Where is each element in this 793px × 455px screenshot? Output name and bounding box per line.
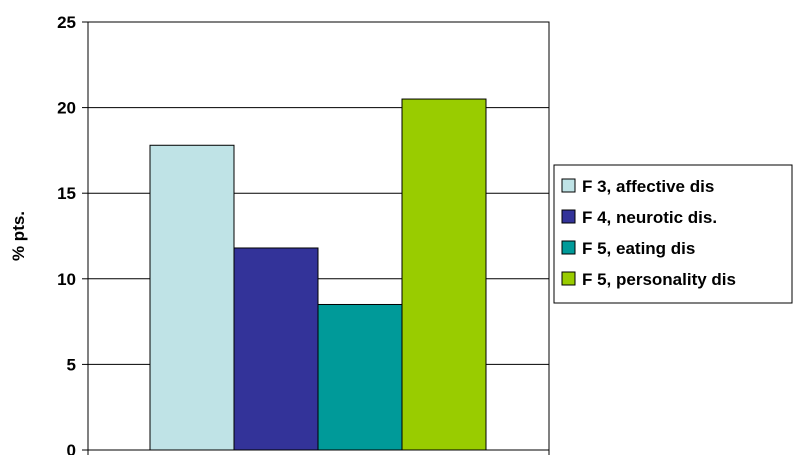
- bar-series-2: [233, 247, 319, 451]
- bar-series-4: [401, 98, 487, 451]
- legend-swatch-1: [561, 178, 576, 193]
- legend-swatch-2: [561, 209, 576, 224]
- legend-label-3: F 5, eating dis: [582, 239, 695, 258]
- bars: [149, 98, 487, 451]
- y-tick-label-25: 25: [57, 13, 76, 32]
- plot-area-frame: [87, 21, 550, 451]
- y-tick-label-10: 10: [57, 270, 76, 289]
- y-axis-title: % pts.: [9, 211, 28, 261]
- y-tick-label-0: 0: [67, 441, 76, 455]
- legend-swatch-3: [561, 240, 576, 255]
- y-tick-label-5: 5: [67, 355, 76, 374]
- y-tick-label-15: 15: [57, 184, 76, 203]
- y-tick-label-20: 20: [57, 99, 76, 118]
- bar-series-1: [149, 144, 235, 451]
- legend-label-1: F 3, affective dis: [582, 177, 714, 196]
- legend-label-2: F 4, neurotic dis.: [582, 208, 717, 227]
- y-axis-ticks: 0 5 10 15 20 25: [57, 13, 550, 455]
- legend-frame: [553, 164, 793, 304]
- legend: F 3, affective dis F 4, neurotic dis. F 5,…: [553, 164, 793, 304]
- legend-label-4: F 5, personality dis: [582, 270, 736, 289]
- bar-series-3: [317, 303, 403, 451]
- legend-swatch-4: [561, 271, 576, 286]
